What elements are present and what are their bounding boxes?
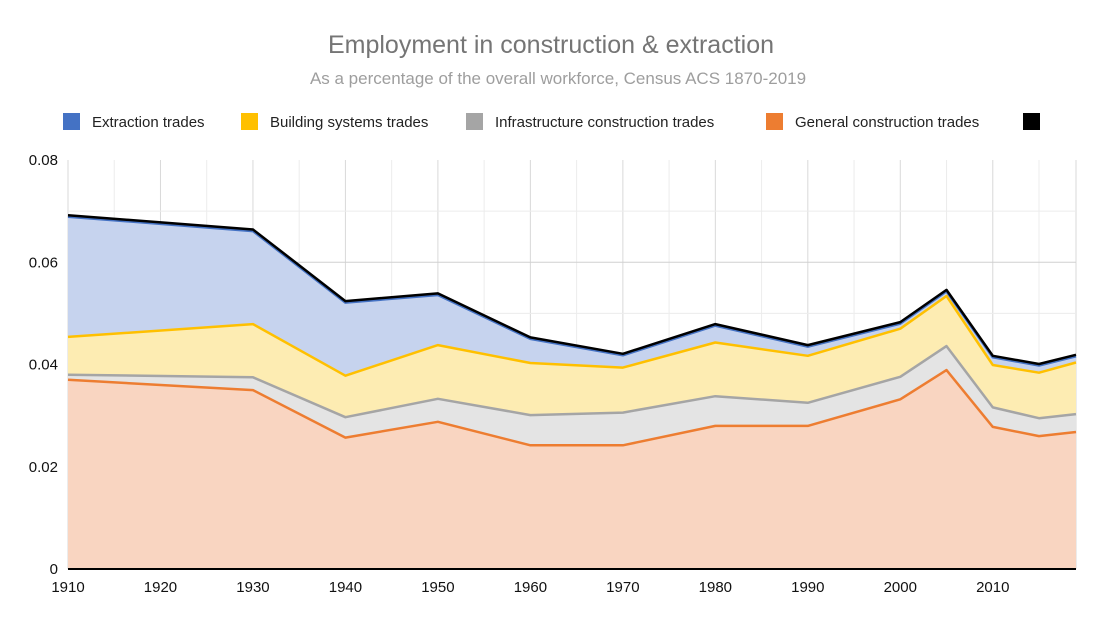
legend-label-general-construction: General construction trades [795, 114, 979, 131]
legend-swatch-extraction [63, 113, 80, 130]
x-tick-label: 1960 [514, 579, 547, 596]
y-tick-label: 0.02 [29, 459, 58, 476]
legend-label-extraction: Extraction trades [92, 114, 205, 131]
chart-subtitle: As a percentage of the overall workforce… [310, 69, 806, 88]
line-baseline [67, 213, 1077, 366]
chart-title: Employment in construction & extraction [328, 31, 774, 59]
line-building-systems-trades [67, 294, 1077, 377]
legend-label-building-systems: Building systems trades [270, 114, 428, 131]
legend-swatch-infrastructure [466, 113, 483, 130]
area-extraction-trades [68, 216, 1076, 376]
stacked-areas [68, 215, 1076, 569]
area-building-systems-trades [68, 296, 1076, 419]
series-lines [67, 213, 1077, 447]
y-axis-ticks: 0 0.02 0.04 0.06 0.08 [29, 152, 58, 578]
x-tick-label: 1950 [421, 579, 454, 596]
x-tick-label: 2000 [884, 579, 917, 596]
x-axis-ticks: 1910 1920 1930 1940 1950 1960 1970 1980 1990 2000… [51, 579, 1009, 596]
legend-label-infrastructure: Infrastructure construction trades [495, 114, 714, 131]
x-tick-label: 1980 [699, 579, 732, 596]
x-tick-label: 1990 [791, 579, 824, 596]
x-tick-label: 1940 [329, 579, 362, 596]
x-tick-label: 1930 [236, 579, 269, 596]
legend-swatch-unlabeled [1023, 113, 1040, 130]
y-tick-label: 0 [50, 561, 58, 578]
legend-swatch-building-systems [241, 113, 258, 130]
line-infrastructure-construction-trades [67, 344, 1077, 420]
x-tick-label: 1970 [606, 579, 639, 596]
line-general-construction-trades [67, 368, 1077, 447]
line-extraction-trades [67, 215, 1077, 367]
area-general-construction-trades [68, 370, 1076, 569]
x-tick-label: 1920 [144, 579, 177, 596]
y-tick-label: 0.06 [29, 254, 58, 271]
x-tick-label: 2010 [976, 579, 1009, 596]
y-tick-label: 0.08 [29, 152, 58, 169]
x-tick-label: 1910 [51, 579, 84, 596]
legend: Extraction trades Building systems trade… [63, 113, 1040, 131]
y-tick-label: 0.04 [29, 357, 58, 374]
legend-swatch-general-construction [766, 113, 783, 130]
